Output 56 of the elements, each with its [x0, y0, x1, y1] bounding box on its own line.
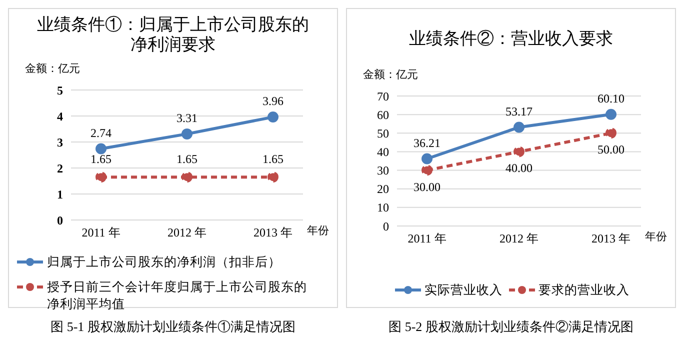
y-tick-label: 0: [383, 219, 389, 234]
data-label: 30.00: [414, 180, 440, 194]
x-tick-label: 2012 年: [500, 232, 538, 246]
data-label: 50.00: [598, 142, 624, 157]
data-label: 1.65: [176, 152, 198, 166]
point: [268, 112, 278, 123]
legend-label: 实际营业收入: [424, 282, 502, 299]
x-tick-label: 2012 年: [168, 226, 206, 240]
y-tick-label: 0: [57, 213, 63, 228]
point: [422, 164, 432, 176]
x-axis-title: 年份: [307, 224, 329, 238]
data-label: 3.31: [176, 110, 198, 125]
x-tick-label: 2011 年: [408, 232, 446, 246]
x-tick-label: 2011 年: [82, 226, 120, 240]
y-axis-title: 金额：亿元: [363, 68, 419, 82]
data-label: 36.21: [414, 136, 440, 150]
y-tick-label: 1: [57, 187, 63, 202]
point: [606, 128, 616, 139]
legend-label: 要求的营业收入: [538, 282, 630, 299]
y-tick-label: 50: [377, 126, 389, 140]
legend-label: 授予日前三个会计年度归属于上市公司股东的净利润平均值: [47, 279, 308, 313]
point: [182, 172, 192, 183]
y-tick-label: 60: [377, 108, 389, 122]
point: [514, 146, 524, 158]
data-label: 3.96: [262, 94, 284, 108]
chart-title: 业绩条件②：营业收入要求: [408, 28, 614, 50]
legend-label: 归属于上市公司股东的净利润（扣非后）: [47, 254, 281, 271]
data-label: 1.65: [90, 152, 112, 166]
y-tick-label: 10: [377, 200, 389, 215]
y-tick-label: 30: [377, 164, 389, 178]
y-tick-label: 70: [377, 89, 389, 104]
y-tick-label: 3: [57, 135, 63, 150]
point: [96, 143, 106, 154]
data-label: 1.65: [262, 152, 284, 166]
point: [606, 108, 616, 120]
y-tick-label: 20: [377, 182, 389, 196]
point: [268, 172, 278, 183]
point: [514, 122, 524, 133]
y-axis-title: 金额：亿元: [25, 62, 81, 76]
y-tick-label: 40: [377, 144, 389, 159]
x-axis-title: 年份: [645, 230, 667, 244]
data-label: 53.17: [506, 104, 532, 118]
y-tick-label: 2: [57, 161, 63, 176]
y-tick-label: 5: [57, 83, 63, 98]
data-label: 40.00: [506, 161, 532, 176]
x-tick-label: 2013 年: [592, 232, 630, 246]
y-tick-label: 4: [57, 109, 63, 124]
point: [96, 172, 106, 183]
data-label: 60.10: [598, 91, 624, 106]
chart-title: 业绩条件①：归属于上市公司股东的净利润要求: [36, 14, 310, 56]
point: [422, 153, 432, 164]
x-tick-label: 2013 年: [254, 226, 292, 240]
data-label: 2.74: [90, 126, 112, 140]
caption: 图 5-2 股权激励计划业绩条件②满足情况图: [388, 318, 634, 336]
caption: 图 5-1 股权激励计划业绩条件①满足情况图: [50, 318, 296, 336]
point: [182, 128, 192, 140]
